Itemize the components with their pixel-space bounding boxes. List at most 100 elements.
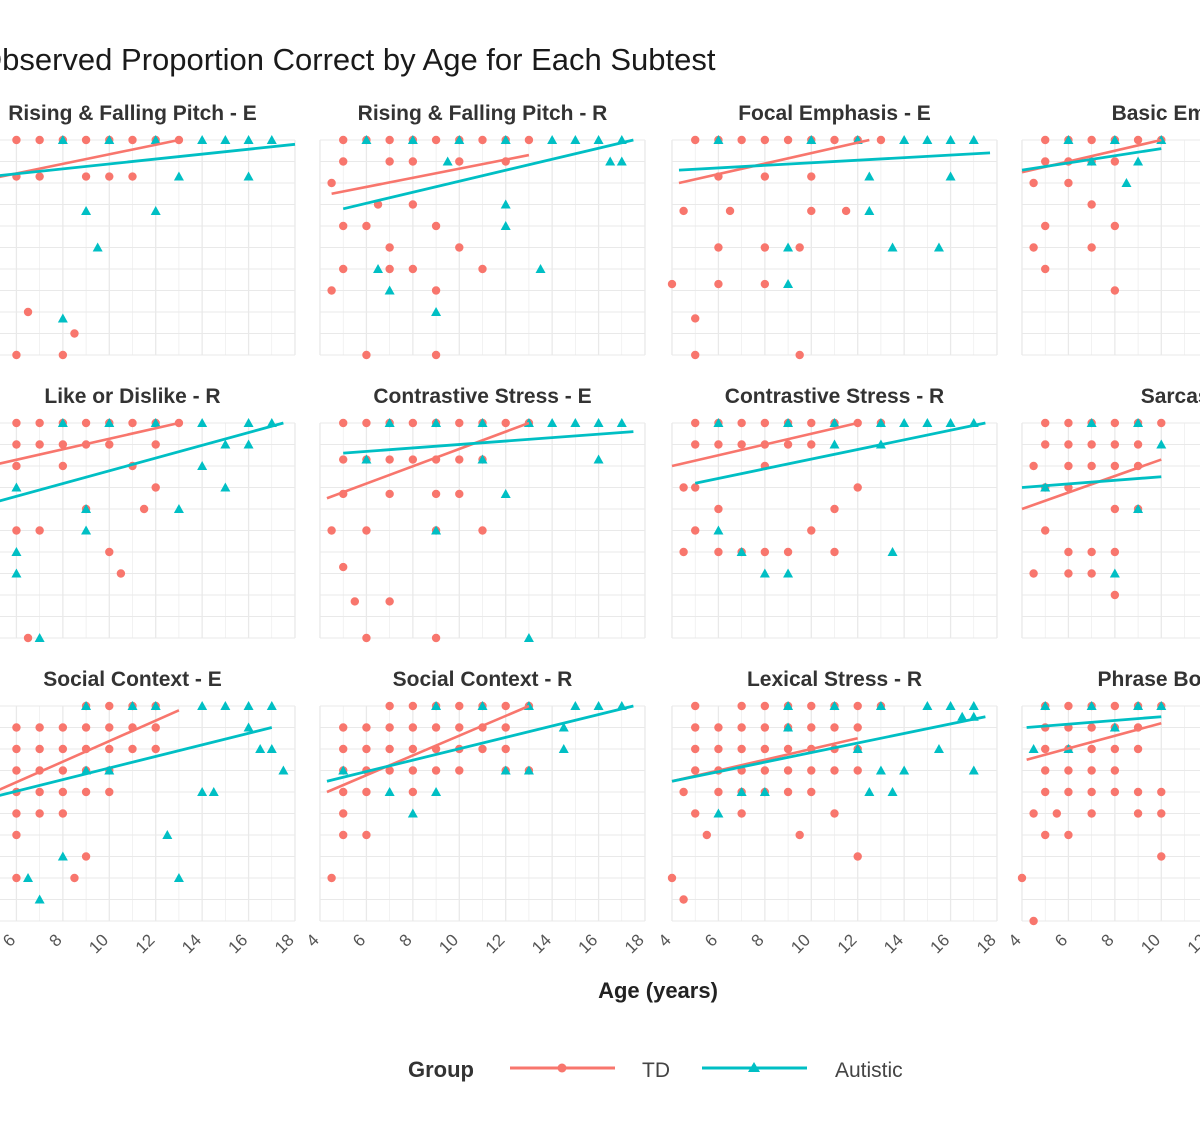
facet-title: Rising & Falling Pitch - R: [358, 102, 608, 125]
autistic-point: [933, 242, 944, 252]
td-point: [362, 723, 371, 732]
td-point: [714, 744, 723, 754]
td-trend-line: [1026, 721, 1162, 762]
autistic-point: [266, 135, 277, 144]
td-point: [760, 172, 770, 181]
td-point: [1029, 809, 1038, 818]
td-point: [702, 830, 712, 840]
td-point: [691, 314, 700, 323]
td-point: [1064, 440, 1073, 449]
autistic-point: [384, 285, 395, 295]
td-point: [105, 744, 114, 754]
td-point: [1087, 461, 1096, 471]
autistic-point: [150, 701, 161, 710]
td-point: [385, 744, 394, 754]
autistic-point: [1109, 135, 1120, 144]
td-point: [760, 279, 770, 289]
td-point: [362, 744, 371, 754]
autistic-point: [547, 135, 558, 144]
td-point: [1157, 418, 1166, 428]
autistic-trend-line: [342, 138, 634, 211]
td-point: [431, 633, 441, 643]
td-point: [35, 809, 44, 818]
x-tick-label: 18: [271, 930, 298, 957]
autistic-point: [57, 418, 68, 427]
td-point: [714, 279, 723, 289]
autistic-point: [783, 701, 794, 710]
td-trend-line: [0, 421, 180, 465]
td-point: [679, 206, 688, 216]
td-point: [151, 440, 160, 449]
autistic-point: [1028, 744, 1039, 753]
autistic-point: [945, 418, 956, 427]
td-point: [760, 418, 770, 428]
facet-title: Like or Dislike - R: [44, 385, 220, 408]
autistic-point: [1040, 701, 1051, 710]
td-point: [105, 440, 114, 449]
td-point: [1041, 744, 1050, 754]
autistic-point: [783, 279, 794, 289]
autistic-point: [173, 873, 184, 882]
td-point: [1110, 701, 1120, 711]
autistic-point: [220, 439, 231, 449]
td-point: [760, 766, 770, 775]
autistic-trend-line: [343, 430, 634, 455]
autistic-point: [500, 488, 511, 498]
td-point: [408, 766, 418, 775]
autistic-point: [11, 568, 22, 578]
td-point: [58, 766, 68, 775]
autistic-point: [500, 199, 511, 209]
td-point: [691, 418, 700, 428]
autistic-point: [11, 547, 22, 556]
autistic-point: [852, 744, 863, 753]
autistic-trend-line: [0, 726, 273, 797]
td-point: [760, 547, 770, 557]
td-point: [807, 787, 816, 797]
td-point: [455, 418, 464, 428]
td-point: [362, 830, 371, 840]
td-point: [714, 440, 723, 449]
autistic-point: [570, 418, 581, 427]
x-tick-label: 18: [621, 930, 648, 957]
autistic-point: [431, 787, 442, 796]
x-tick-label: 6: [1051, 930, 1071, 950]
td-point: [1087, 787, 1096, 797]
autistic-point: [431, 525, 442, 535]
autistic-point: [57, 135, 68, 144]
td-point: [807, 206, 816, 216]
autistic-point: [875, 765, 886, 775]
td-point: [455, 243, 464, 252]
autistic-point: [864, 171, 875, 181]
td-point: [339, 787, 348, 797]
td-point: [714, 787, 723, 797]
td-point: [478, 744, 487, 754]
autistic-point: [1109, 722, 1120, 732]
autistic-point: [570, 701, 581, 710]
x-tick-label: 8: [748, 930, 768, 950]
td-point: [385, 597, 394, 606]
td-point: [830, 766, 839, 775]
td-point: [339, 221, 348, 231]
td-point: [737, 701, 746, 711]
td-point: [737, 809, 746, 818]
autistic-point: [442, 156, 453, 166]
facet-panel: Contrastive Stress - E: [319, 385, 646, 643]
autistic-point: [57, 851, 68, 861]
td-point: [853, 766, 862, 775]
autistic-point: [197, 701, 208, 710]
td-point: [408, 157, 418, 166]
legend-autistic-label: Autistic: [835, 1059, 903, 1082]
td-point: [1064, 766, 1073, 775]
autistic-point: [81, 504, 92, 513]
autistic-point: [713, 418, 724, 427]
facet-panel: Basic Emotion: [1021, 102, 1200, 356]
td-point: [1087, 135, 1096, 145]
legend-title: Group: [408, 1057, 474, 1082]
td-point: [408, 723, 418, 732]
td-point: [12, 350, 21, 360]
td-point: [35, 418, 44, 428]
autistic-point: [922, 135, 933, 144]
td-point: [1087, 809, 1096, 818]
td-point: [679, 547, 688, 557]
autistic-point: [407, 808, 418, 818]
